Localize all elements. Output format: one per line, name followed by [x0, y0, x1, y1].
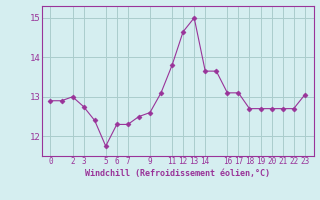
X-axis label: Windchill (Refroidissement éolien,°C): Windchill (Refroidissement éolien,°C)	[85, 169, 270, 178]
